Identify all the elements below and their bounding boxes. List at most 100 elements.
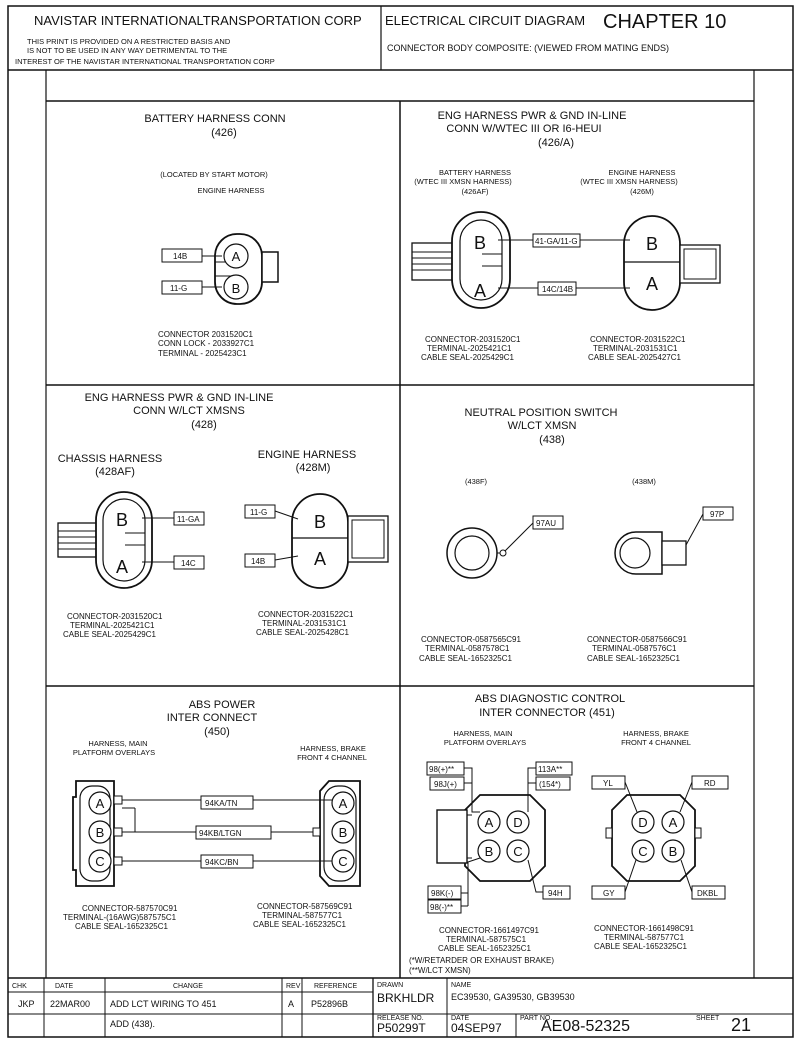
panel-451-left-label: PLATFORM OVERLAYS: [444, 738, 526, 747]
panel-450-left-label: HARNESS, MAIN: [88, 739, 147, 748]
company-name: NAVISTAR INTERNATIONALTRANSPORTATION COR…: [34, 13, 362, 28]
panel-450-right-label: HARNESS, BRAKE: [300, 744, 366, 753]
pin-label: B: [485, 844, 494, 859]
panel-438-left-label: (438F): [465, 477, 488, 486]
col-header-rev: REV: [286, 983, 301, 990]
wire-label: RD: [704, 779, 716, 788]
header: NAVISTAR INTERNATIONALTRANSPORTATION COR…: [7, 5, 794, 1038]
release-label: RELEASE NO.: [377, 1015, 424, 1022]
wire-label: 14C: [181, 559, 196, 568]
pin-label: B: [314, 512, 326, 532]
panel-428-right-label: ENGINE HARNESS: [258, 449, 356, 461]
spec-text: CABLE SEAL-1652325C1: [75, 922, 169, 931]
wire-label: GY: [603, 889, 615, 898]
wire-label: 14C/14B: [542, 285, 573, 294]
panel-450-title-3: (450): [204, 726, 230, 738]
wire-label: 113A**: [538, 765, 562, 774]
spec-text: TERMINAL-0587576C1: [592, 644, 677, 653]
footnote: (**W/LCT XMSN): [409, 966, 471, 975]
rev-row-change: ADD LCT WIRING TO 451: [110, 999, 217, 1009]
footnote: (*W/RETARDER OR EXHAUST BRAKE): [409, 956, 554, 965]
panel-450: ABS POWER INTER CONNECT (450) HARNESS, M…: [63, 699, 367, 931]
panel-428-left-connector: [57, 491, 153, 589]
pin-label: B: [116, 510, 128, 530]
spec-text: CABLE SEAL-1652325C1: [587, 654, 681, 663]
spec-text: CABLE SEAL-1652325C1: [438, 944, 532, 953]
panel-451-right-label: HARNESS, BRAKE: [623, 729, 689, 738]
wire-label: 11-G: [250, 508, 267, 517]
notice-line-1: THIS PRINT IS PROVIDED ON A RESTRICTED B…: [27, 37, 231, 46]
spec-text: TERMINAL-2031531C1: [262, 619, 347, 628]
wire-label: 14B: [173, 252, 187, 261]
pin-label: B: [96, 825, 105, 840]
pin-label: C: [513, 844, 522, 859]
spec-text: CONNECTOR-0587565C91: [421, 635, 521, 644]
spec-text: CABLE SEAL-1652325C1: [419, 654, 513, 663]
spec-text: TERMINAL-2025421C1: [70, 621, 155, 630]
spec-text: CABLE SEAL-2025429C1: [421, 353, 515, 362]
wire-label: 14B: [251, 557, 265, 566]
spec-text: CONNECTOR-2031520C1: [67, 612, 163, 621]
panel-426a-left-label: (426AF): [461, 187, 489, 196]
panel-426a-left-label: BATTERY HARNESS: [439, 168, 511, 177]
spec-text: CABLE SEAL-1652325C1: [253, 920, 347, 929]
pin-label: C: [638, 844, 647, 859]
spec-text: TERMINAL-(16AWG)587575C1: [63, 913, 177, 922]
wire-label: 97P: [710, 510, 724, 519]
pin-label: B: [339, 825, 348, 840]
pin-label: A: [339, 796, 348, 811]
spec-text: TERMINAL-587575C1: [446, 935, 527, 944]
panel-428: ENG HARNESS PWR & GND IN-LINE CONN W/LCT…: [57, 392, 389, 639]
wire-label: 98(+)**: [429, 765, 454, 774]
spec-text: CABLE SEAL-2025428C1: [256, 628, 350, 637]
notice-line-2: IS NOT TO BE USED IN ANY WAY DETRIMENTAL…: [27, 46, 227, 55]
spec-text: TERMINAL-0587578C1: [425, 644, 510, 653]
pin-label: A: [474, 281, 486, 301]
rev-row-reference: P52896B: [311, 999, 348, 1009]
panel-428-title-2: CONN W/LCT XMSNS: [133, 405, 245, 417]
spec-text: TERMINAL-587577C1: [262, 911, 343, 920]
panel-426a-left-connector: [411, 211, 511, 309]
panel-426-pin-b: B: [232, 281, 241, 296]
panel-450-left-label: PLATFORM OVERLAYS: [73, 748, 155, 757]
wire-label: 94KC/BN: [205, 858, 239, 867]
rev-row-change-2: ADD (438).: [110, 1019, 155, 1029]
spec-text: CONNECTOR 2031520C1: [158, 330, 254, 339]
drawn-label: DRAWN: [377, 982, 403, 989]
main-frame: [8, 70, 793, 979]
spec-text: CONNECTOR-2031522C1: [258, 610, 354, 619]
wire-label: 41-GA/11-G: [535, 237, 578, 246]
pin-label: A: [646, 274, 658, 294]
spec-text: CONNECTOR-2031522C1: [590, 335, 686, 344]
panel-451-title-1: ABS DIAGNOSTIC CONTROL: [475, 693, 625, 705]
spec-text: CONNECTOR-0587566C91: [587, 635, 687, 644]
wire-label: 94KB/LTGN: [199, 829, 242, 838]
panel-451: ABS DIAGNOSTIC CONTROL INTER CONNECTOR (…: [409, 693, 729, 975]
release-date: 04SEP97: [451, 1021, 502, 1035]
col-header-chk: CHK: [12, 983, 27, 990]
panel-451-right-label: FRONT 4 CHANNEL: [621, 738, 691, 747]
panel-428-title-3: (428): [191, 419, 217, 431]
part-number: AE08-52325: [541, 1018, 630, 1035]
diagram-subtitle: CONNECTOR BODY COMPOSITE: (VIEWED FROM M…: [387, 43, 669, 53]
switch-438f: [446, 515, 564, 579]
col-header-change: CHANGE: [173, 983, 203, 990]
panel-426a-right-label: (426M): [630, 187, 654, 196]
panel-428-left-label: CHASSIS HARNESS: [58, 453, 163, 465]
pin-label: B: [646, 234, 658, 254]
pin-label: A: [96, 796, 105, 811]
pin-label: C: [338, 854, 347, 869]
panel-426-title-2: (426): [211, 127, 237, 139]
pin-label: B: [669, 844, 678, 859]
panel-426a-right-label: ENGINE HARNESS: [608, 168, 675, 177]
wire-label: 94KA/TN: [205, 799, 238, 808]
wire-label: 98J(+): [434, 780, 457, 789]
chapter-title: CHAPTER 10: [603, 11, 726, 33]
panel-438-title-3: (438): [539, 434, 565, 446]
title-block: CHK DATE CHANGE REV REFERENCE JKP 22MAR0…: [8, 978, 793, 1037]
rev-row-date: 22MAR00: [50, 999, 90, 1009]
col-header-date: DATE: [55, 983, 73, 990]
panel-426: BATTERY HARNESS CONN (426) (LOCATED BY S…: [144, 113, 285, 358]
pin-label: D: [513, 815, 522, 830]
